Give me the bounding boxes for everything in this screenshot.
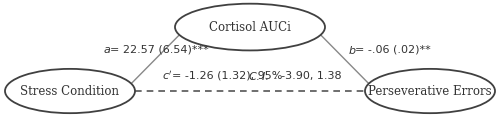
Text: = -.06 (.02)**: = -.06 (.02)**	[355, 45, 431, 55]
Text: : -3.90, 1.38: : -3.90, 1.38	[274, 71, 342, 81]
Ellipse shape	[5, 69, 135, 113]
Text: $a$: $a$	[102, 45, 110, 55]
Text: $c'$: $c'$	[162, 69, 173, 82]
Text: = -1.26 (1.32), 95%: = -1.26 (1.32), 95%	[172, 71, 282, 81]
Text: = 22.57 (6.54)***: = 22.57 (6.54)***	[110, 45, 209, 55]
Text: $C.I.$: $C.I.$	[248, 70, 270, 82]
Ellipse shape	[365, 69, 495, 113]
Text: Stress Condition: Stress Condition	[20, 85, 119, 98]
Ellipse shape	[175, 4, 325, 50]
Text: $b$: $b$	[348, 44, 356, 56]
Text: Cortisol AUCi: Cortisol AUCi	[209, 21, 291, 34]
Text: Perseverative Errors: Perseverative Errors	[368, 85, 492, 98]
